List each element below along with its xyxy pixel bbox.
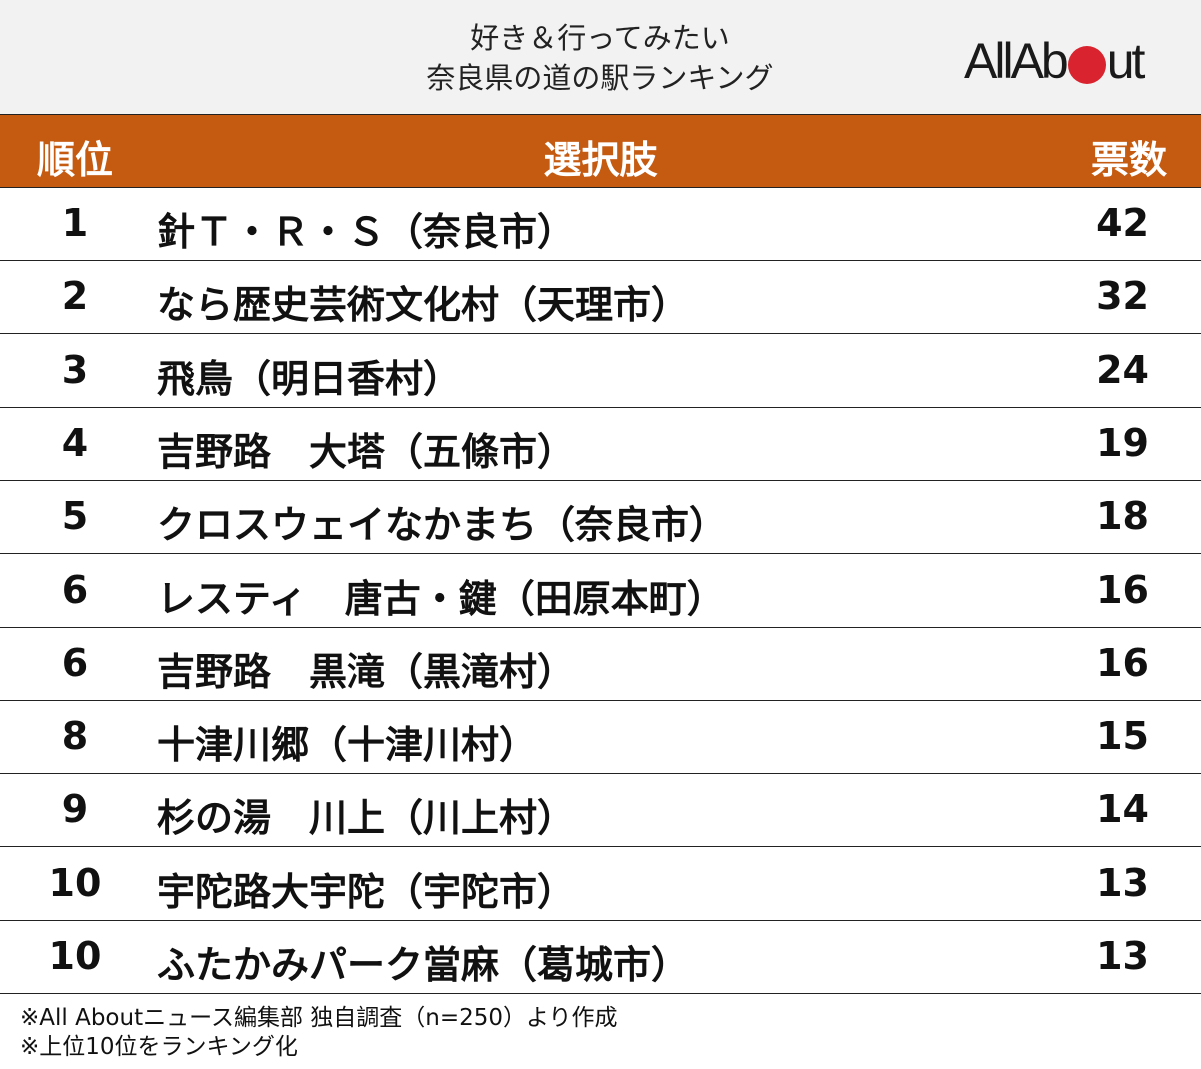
column-header-votes: 票数: [1090, 138, 1167, 182]
table-row: 1 針Ｔ・Ｒ・Ｓ（奈良市） 42: [0, 188, 1201, 261]
title-line-1: 好き＆行ってみたい: [470, 21, 730, 55]
table-row: 8 十津川郷（十津川村） 15: [0, 701, 1201, 775]
table-row: 6 吉野路 黒滝（黒滝村） 16: [0, 628, 1201, 701]
rank-cell: 3: [61, 347, 89, 392]
table-row: 3 飛鳥（明日香村） 24: [0, 335, 1201, 408]
votes-cell: 16: [1096, 640, 1149, 685]
rank-cell: 6: [61, 567, 89, 612]
choice-cell: 十津川郷（十津川村）: [157, 723, 538, 768]
choice-cell: 飛鳥（明日香村）: [157, 356, 462, 401]
table-row: 10 ふたかみパーク當麻（葛城市） 13: [0, 921, 1201, 994]
table-row: 5 クロスウェイなかまち（奈良市） 18: [0, 481, 1201, 555]
choice-cell: 宇陀路大宇陀（宇陀市）: [157, 869, 576, 914]
rank-cell: 8: [61, 714, 89, 759]
footnote-ranking: ※上位10位をランキング化: [20, 1034, 298, 1060]
votes-cell: 13: [1096, 934, 1149, 978]
rank-cell: 2: [61, 274, 89, 319]
rank-cell: 10: [48, 860, 102, 905]
votes-cell: 19: [1096, 420, 1149, 465]
rank-cell: 6: [61, 640, 89, 685]
table-header: 順位 選択肢 票数: [0, 115, 1201, 188]
rank-cell: 9: [61, 787, 89, 832]
title-line-2: 奈良県の道の駅ランキング: [426, 61, 774, 95]
logo-dot-icon: [1067, 46, 1106, 84]
choice-cell: 吉野路 黒滝（黒滝村）: [157, 649, 576, 694]
column-header-rank: 順位: [36, 138, 113, 182]
choice-cell: クロスウェイなかまち（奈良市）: [157, 503, 728, 548]
choice-cell: なら歴史芸術文化村（天理市）: [157, 283, 690, 328]
table-row: 9 杉の湯 川上（川上村） 14: [0, 774, 1201, 848]
votes-cell: 13: [1096, 860, 1149, 905]
votes-cell: 14: [1096, 787, 1149, 832]
votes-cell: 32: [1096, 274, 1149, 319]
choice-cell: レスティ 唐古・鍵（田原本町）: [157, 576, 725, 621]
votes-cell: 15: [1096, 714, 1149, 759]
table-row: 10 宇陀路大宇陀（宇陀市） 13: [0, 848, 1201, 921]
rank-cell: 5: [61, 494, 89, 539]
votes-cell: 42: [1096, 201, 1149, 245]
rank-cell: 10: [48, 934, 102, 978]
footnote-source: ※All Aboutニュース編集部 独自調査（n=250）より作成: [20, 1005, 618, 1031]
table-row: 4 吉野路 大塔（五條市） 19: [0, 408, 1201, 481]
choice-cell: 針Ｔ・Ｒ・Ｓ（奈良市）: [157, 210, 576, 254]
column-header-choice: 選択肢: [543, 138, 658, 182]
votes-cell: 18: [1096, 494, 1149, 539]
votes-cell: 16: [1096, 567, 1149, 612]
rank-cell: 1: [61, 201, 89, 245]
choice-cell: 杉の湯 川上（川上村）: [157, 796, 576, 841]
choice-cell: 吉野路 大塔（五條市）: [157, 429, 576, 474]
table-row: 6 レスティ 唐古・鍵（田原本町） 16: [0, 555, 1201, 628]
page-title: 好き＆行ってみたい 奈良県の道の駅ランキング: [300, 18, 900, 98]
allabout-logo: AllAb ut: [964, 33, 1145, 89]
votes-cell: 24: [1096, 347, 1149, 392]
choice-cell: ふたかみパーク當麻（葛城市）: [157, 943, 690, 987]
rank-cell: 4: [61, 420, 89, 465]
title-banner: 好き＆行ってみたい 奈良県の道の駅ランキング AllAb ut: [0, 0, 1201, 115]
table-row: 2 なら歴史芸術文化村（天理市） 32: [0, 261, 1201, 335]
